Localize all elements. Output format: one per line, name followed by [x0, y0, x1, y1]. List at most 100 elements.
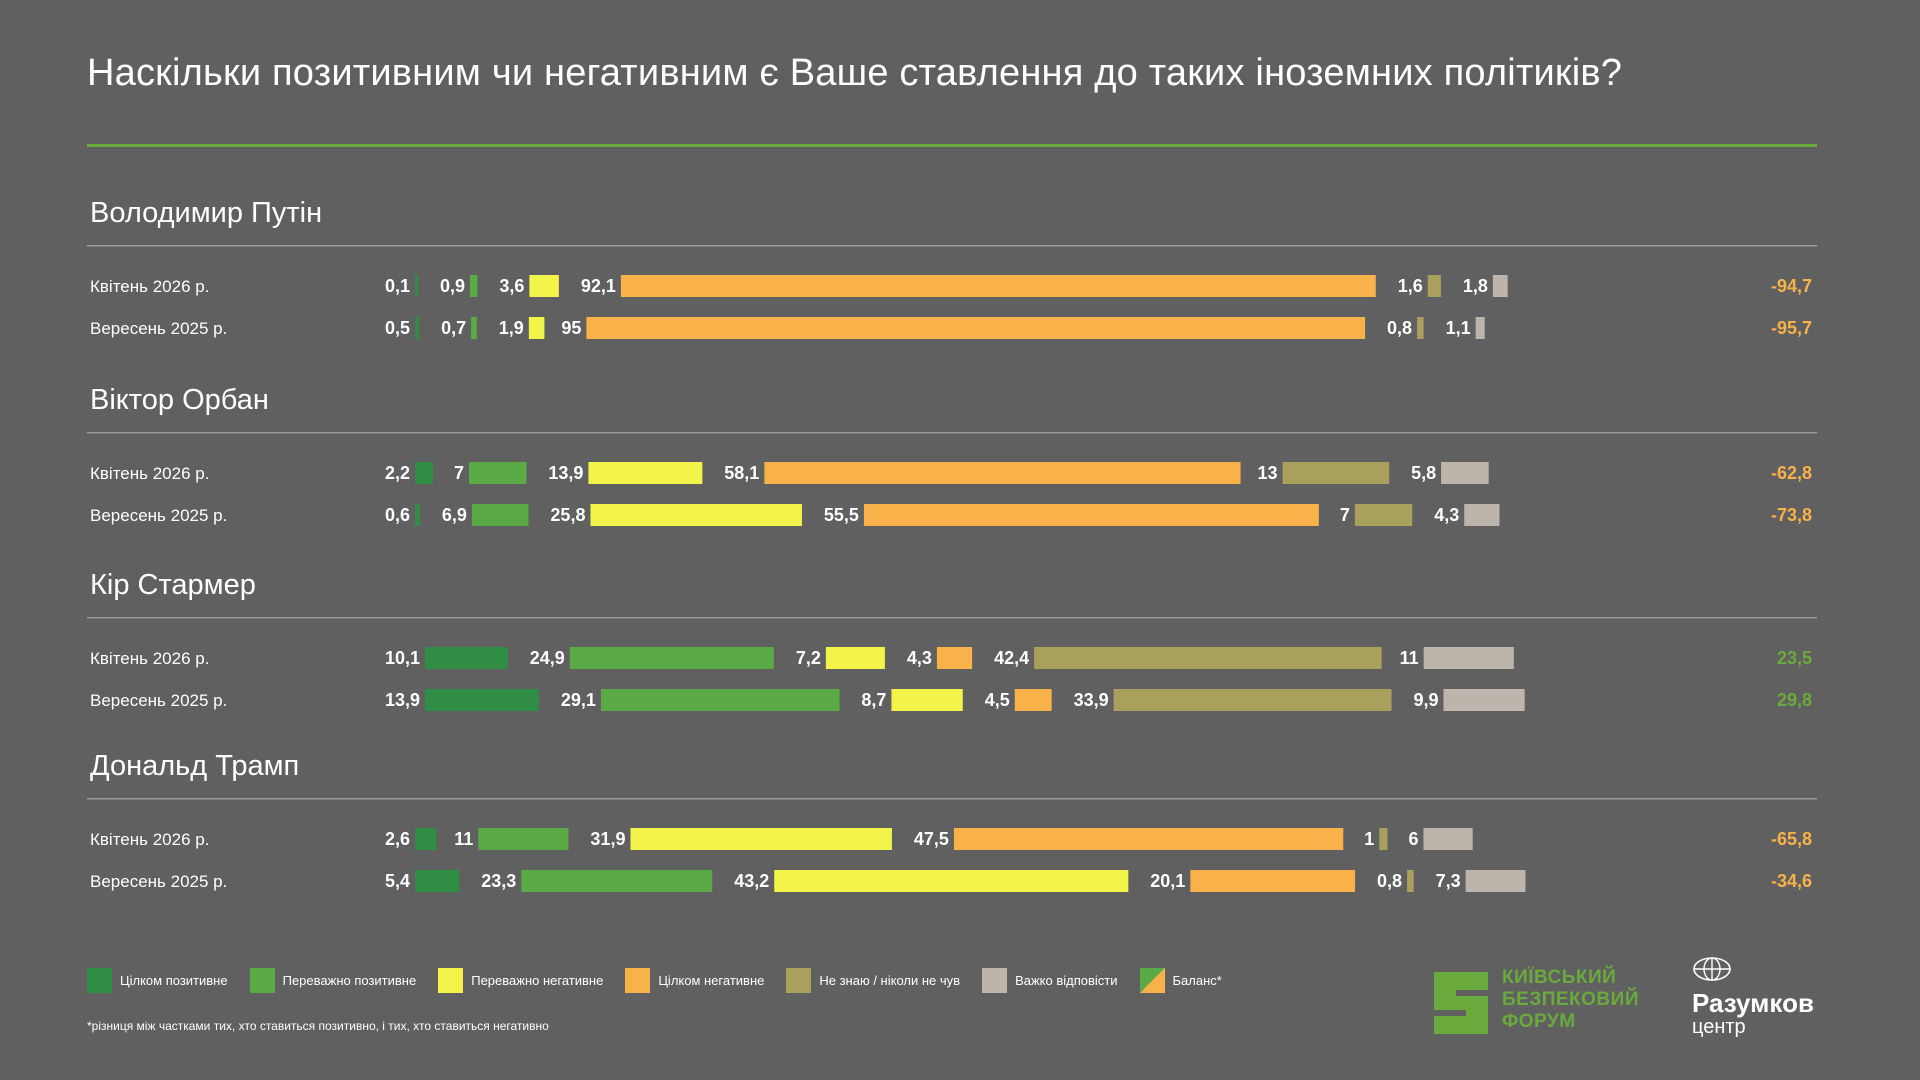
- legend-swatch: [1139, 967, 1165, 993]
- legend-item-mostly-negative: Переважно негативне: [438, 967, 604, 993]
- bar-segment: [630, 828, 892, 850]
- legend-label: Переважно позитивне: [282, 972, 417, 988]
- group-divider: [87, 617, 1817, 619]
- footnote: *різниця між частками тих, хто ставиться…: [87, 1019, 549, 1033]
- bar-segment: [521, 870, 713, 892]
- value-label: 13: [1258, 463, 1278, 483]
- legend-swatch: [982, 967, 1008, 993]
- period-label: Вересень 2025 р.: [90, 691, 227, 710]
- value-label: 0,9: [440, 276, 465, 296]
- bar-segment: [1492, 275, 1508, 297]
- bar-segment: [590, 504, 802, 526]
- value-label: 0,7: [441, 318, 466, 338]
- legend-item-balance: Баланс*: [1139, 967, 1222, 993]
- bar-segment: [469, 462, 527, 484]
- value-label: 92,1: [581, 276, 616, 296]
- legend-item-dont-know: Не знаю / ніколи не чув: [786, 967, 961, 993]
- bar-segment: [415, 870, 460, 892]
- value-label: 43,2: [734, 871, 769, 891]
- bar-segment: [1423, 647, 1514, 669]
- bar-segment: [1441, 462, 1489, 484]
- value-label: 0,5: [385, 318, 410, 338]
- bar-segment: [1427, 275, 1441, 297]
- balance-value: -94,7: [1771, 276, 1812, 296]
- period-label: Квітень 2026 р.: [90, 830, 209, 849]
- legend-label: Цілком позитивне: [120, 972, 228, 988]
- kbf-line: БЕЗПЕКОВИЙ: [1502, 989, 1639, 1010]
- value-label: 11: [454, 829, 473, 849]
- legend-swatch: [786, 967, 812, 993]
- value-label: 6: [1408, 829, 1418, 849]
- legend-item-fully-positive: Цілком позитивне: [87, 967, 228, 993]
- period-label: Квітень 2026 р.: [90, 649, 209, 668]
- bar-segment: [529, 275, 559, 297]
- bar-segment: [415, 828, 437, 850]
- balance-value: 29,8: [1777, 690, 1812, 710]
- value-label: 7,2: [796, 648, 821, 668]
- value-label: 7: [454, 463, 464, 483]
- value-label: 0,1: [385, 276, 410, 296]
- politician-name: Кір Стармер: [90, 569, 256, 601]
- bar-segment: [1113, 689, 1392, 711]
- value-label: 95: [561, 318, 581, 338]
- bar-segment: [1379, 828, 1388, 850]
- bar-segment: [620, 275, 1376, 297]
- value-label: 0,6: [385, 505, 410, 525]
- balance-value: -62,8: [1771, 463, 1812, 483]
- legend-item-mostly-positive: Переважно позитивне: [249, 967, 417, 993]
- bar-segment: [478, 828, 569, 850]
- chart-title: Наскільки позитивним чи негативним є Ваш…: [87, 52, 1623, 94]
- value-label: 1,8: [1463, 276, 1488, 296]
- value-label: 24,9: [530, 648, 565, 668]
- bar-segment: [1464, 504, 1500, 526]
- value-label: 4,3: [907, 648, 932, 668]
- value-label: 20,1: [1150, 871, 1185, 891]
- bar-segment: [1354, 504, 1413, 526]
- balance-value: 23,5: [1777, 648, 1812, 668]
- legend-item-hard-to-say: Важко відповісти: [982, 967, 1118, 993]
- bar-segment: [1282, 462, 1390, 484]
- razumkov-name: Разумков: [1692, 988, 1814, 1018]
- bar-segment: [1423, 828, 1473, 850]
- bar-segment: [1407, 870, 1414, 892]
- politician-name: Віктор Орбан: [90, 384, 269, 416]
- balance-value: -73,8: [1771, 505, 1812, 525]
- legend-swatch: [87, 967, 112, 993]
- bar-segment: [470, 275, 478, 297]
- value-label: 1: [1364, 829, 1374, 849]
- bar-segment: [415, 462, 434, 484]
- value-label: 6,9: [442, 505, 467, 525]
- group-divider: [87, 432, 1817, 434]
- value-label: 3,6: [499, 276, 524, 296]
- politician-name: Дональд Трамп: [90, 750, 299, 782]
- legend-label: Переважно негативне: [471, 972, 604, 988]
- bar-segment: [528, 317, 545, 339]
- value-label: 4,5: [985, 690, 1010, 710]
- bar-segment: [764, 462, 1241, 484]
- razumkov-subtitle: центр: [1692, 1016, 1746, 1038]
- globe-icon: [1693, 957, 1731, 981]
- value-label: 10,1: [385, 648, 420, 668]
- kbf-line: КИЇВСЬКИЙ: [1502, 967, 1617, 988]
- bar-segment: [1014, 689, 1052, 711]
- period-label: Квітень 2026 р.: [90, 464, 209, 483]
- bar-segment: [953, 828, 1344, 850]
- bar-segment: [1475, 317, 1485, 339]
- bar-segment: [425, 689, 539, 711]
- bar-segment: [415, 317, 420, 339]
- legend-swatch: [625, 967, 651, 993]
- legend-label: Не знаю / ніколи не чув: [819, 972, 961, 988]
- value-label: 0,8: [1377, 871, 1402, 891]
- value-label: 5,4: [385, 871, 410, 891]
- bar-segment: [471, 504, 529, 526]
- legend-swatch: [438, 967, 464, 993]
- value-label: 1,6: [1398, 276, 1423, 296]
- value-label: 55,5: [824, 505, 859, 525]
- value-label: 31,9: [590, 829, 625, 849]
- value-label: 2,6: [385, 829, 410, 849]
- value-label: 4,3: [1434, 505, 1459, 525]
- bar-segment: [471, 317, 477, 339]
- value-label: 11: [1400, 648, 1419, 668]
- kyiv-security-forum-logo-icon: [1434, 972, 1488, 1034]
